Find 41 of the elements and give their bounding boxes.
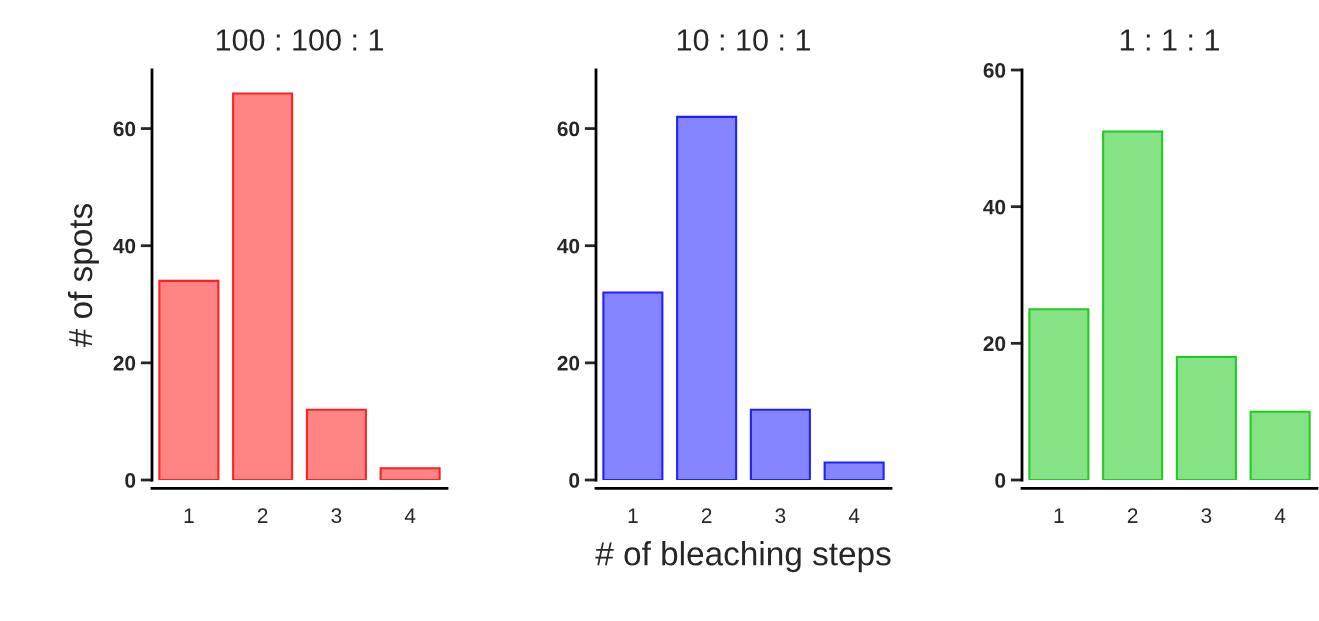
y-tick-label: 60 xyxy=(983,63,1006,78)
x-tick-label: 1 xyxy=(1054,508,1064,523)
bar xyxy=(1175,355,1237,480)
x-tick-label: 3 xyxy=(331,508,342,524)
x-tick-label: 2 xyxy=(257,508,268,523)
x-tick-label: 4 xyxy=(404,508,416,523)
y-axis-title: # of spots xyxy=(67,203,99,348)
bar xyxy=(1102,130,1164,480)
y-tick-label: 20 xyxy=(557,355,580,371)
y-tick-label: 40 xyxy=(557,238,580,254)
bar xyxy=(602,291,664,480)
y-tick-label: 0 xyxy=(125,473,136,488)
x-tick-label: 4 xyxy=(848,508,860,523)
bar xyxy=(158,279,220,480)
x-tick-label: 3 xyxy=(1201,508,1212,524)
bar xyxy=(379,467,441,480)
bar xyxy=(1028,308,1090,480)
y-tick-label: 60 xyxy=(113,121,136,137)
x-tick-label: 3 xyxy=(775,508,786,524)
y-tick-label: 0 xyxy=(995,473,1006,488)
x-axis-title: # of bleaching steps xyxy=(595,541,891,573)
x-tick-label: 1 xyxy=(628,508,638,523)
y-tick-label: 60 xyxy=(557,121,580,137)
y-tick-label: 0 xyxy=(569,473,580,488)
y-tick-label: 40 xyxy=(113,238,136,254)
bar xyxy=(749,408,811,480)
x-tick-label: 1 xyxy=(184,508,194,523)
chart-title: 10 : 10 : 1 xyxy=(677,29,810,51)
chart-title: 100 : 100 : 1 xyxy=(216,29,383,51)
bar xyxy=(232,92,294,480)
bar xyxy=(305,408,367,480)
chart-title: 1 : 1 : 1 xyxy=(1120,29,1219,51)
bar xyxy=(823,461,885,480)
y-tick-label: 40 xyxy=(983,199,1006,215)
x-tick-label: 2 xyxy=(701,508,712,523)
x-tick-label: 4 xyxy=(1274,508,1286,523)
bar xyxy=(676,115,738,480)
bar xyxy=(1249,410,1311,480)
y-tick-label: 20 xyxy=(113,355,136,371)
x-tick-label: 2 xyxy=(1127,508,1138,523)
y-tick-label: 20 xyxy=(983,336,1006,352)
